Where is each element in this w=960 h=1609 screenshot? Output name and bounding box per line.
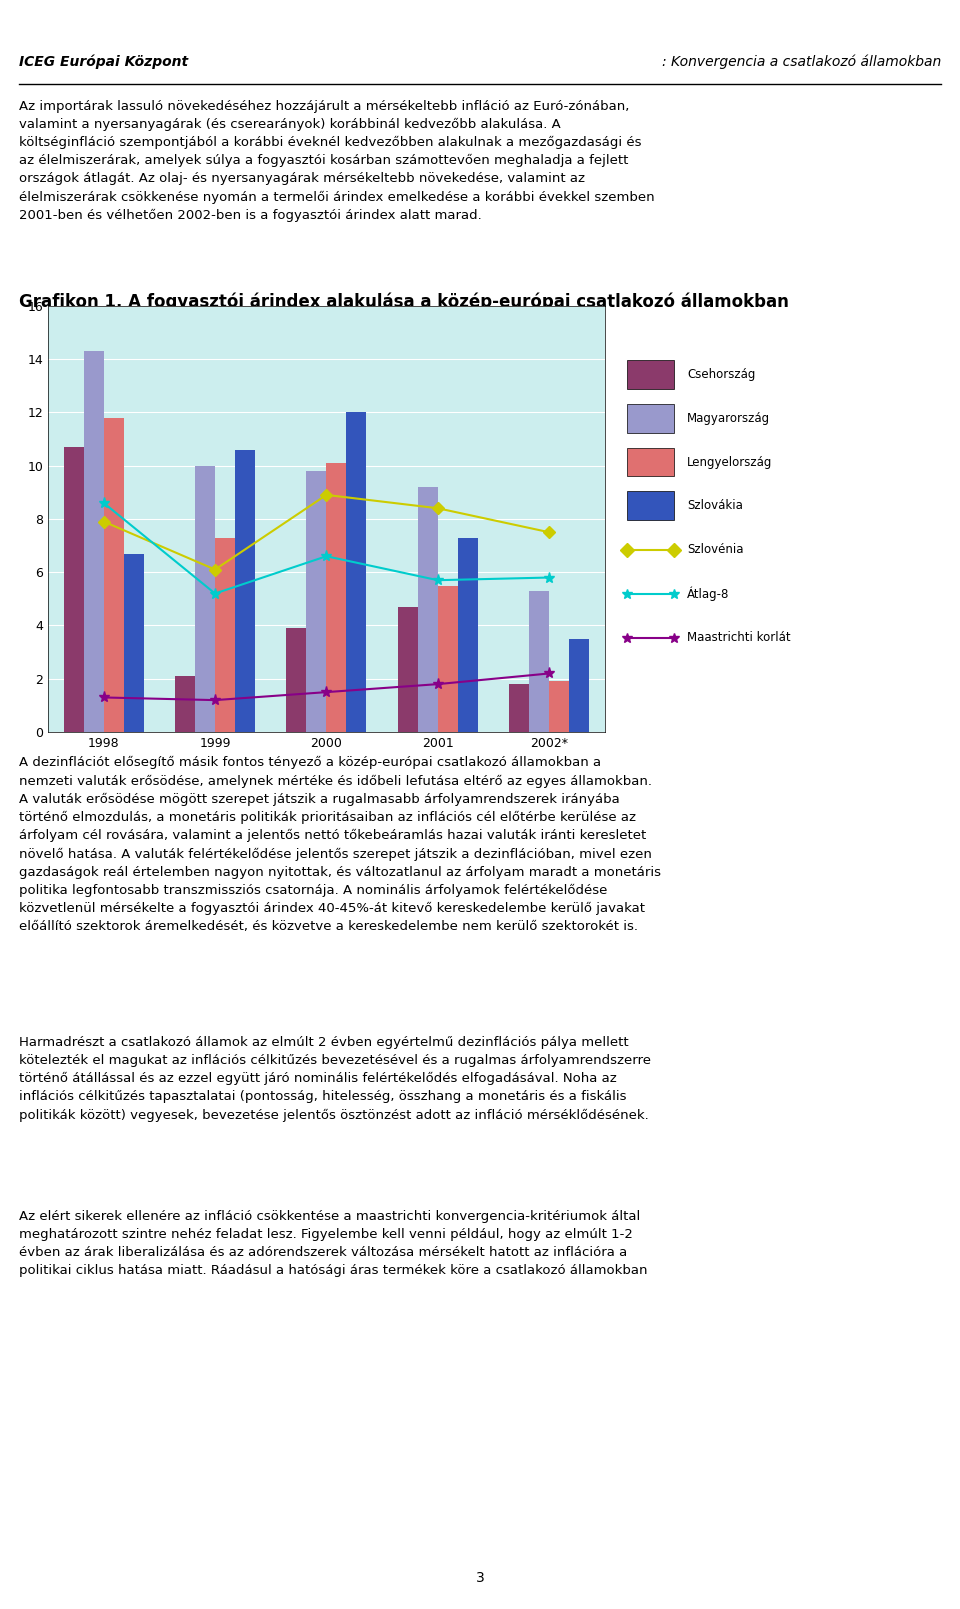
Szlovénia	[321, 486, 332, 505]
Bar	[84, 351, 104, 732]
FancyBboxPatch shape	[628, 360, 674, 389]
Szlovénia	[432, 499, 444, 518]
Szlovénia	[209, 560, 221, 579]
Line: Átlag-8: Átlag-8	[98, 497, 555, 599]
FancyBboxPatch shape	[628, 491, 674, 520]
Text: Harmadrészt a csatlakozó államok az elmúlt 2 évben egyértelmű dezinflációs pálya: Harmadrészt a csatlakozó államok az elmú…	[19, 1036, 651, 1121]
Bar	[397, 607, 418, 732]
Bar	[326, 463, 347, 732]
Text: Az elért sikerek ellenére az infláció csökkentése a maastrichti konvergencia-kri: Az elért sikerek ellenére az infláció cs…	[19, 1210, 648, 1278]
Bar	[549, 682, 569, 732]
Maastrichti korlát	[432, 674, 444, 693]
Line: Szlovénia: Szlovénia	[100, 491, 553, 574]
Text: Lengyelország: Lengyelország	[687, 455, 773, 468]
Átlag-8	[321, 547, 332, 566]
Text: ICEG Európai Központ: ICEG Európai Központ	[19, 55, 188, 69]
Bar	[458, 537, 478, 732]
Maastrichti korlát	[98, 687, 109, 706]
Bar	[509, 684, 529, 732]
Text: Átlag-8: Átlag-8	[687, 587, 730, 602]
Text: Maastrichti korlát: Maastrichti korlát	[687, 631, 791, 644]
FancyBboxPatch shape	[628, 404, 674, 433]
Bar	[195, 465, 215, 732]
Bar	[569, 639, 589, 732]
Bar	[63, 447, 84, 732]
Line: Maastrichti korlát: Maastrichti korlát	[98, 668, 555, 706]
Text: Szlovénia: Szlovénia	[687, 544, 743, 557]
Maastrichti korlát	[543, 665, 555, 684]
Bar	[124, 553, 144, 732]
Text: : Konvergencia a csatlakozó államokban: : Konvergencia a csatlakozó államokban	[661, 55, 941, 69]
Bar	[306, 471, 326, 732]
Szlovénia	[98, 512, 109, 531]
Bar	[286, 628, 306, 732]
Átlag-8	[543, 568, 555, 587]
Maastrichti korlát	[209, 690, 221, 710]
Bar	[104, 418, 124, 732]
Bar	[235, 449, 255, 732]
FancyBboxPatch shape	[628, 447, 674, 476]
Átlag-8	[98, 494, 109, 513]
Bar	[418, 488, 438, 732]
Text: 3: 3	[475, 1570, 485, 1585]
Text: Szlovákia: Szlovákia	[687, 499, 743, 513]
Bar	[347, 412, 367, 732]
Maastrichti korlát	[321, 682, 332, 702]
Átlag-8	[209, 584, 221, 603]
Text: Grafikon 1. A fogyasztói árindex alakulása a közép-európai csatlakozó államokban: Grafikon 1. A fogyasztói árindex alakulá…	[19, 293, 789, 311]
Text: Magyarország: Magyarország	[687, 412, 770, 425]
Bar	[175, 676, 195, 732]
Szlovénia	[543, 523, 555, 542]
Bar	[529, 591, 549, 732]
Text: Csehország: Csehország	[687, 367, 756, 381]
Átlag-8	[432, 571, 444, 591]
Bar	[215, 537, 235, 732]
Bar	[438, 586, 458, 732]
Text: Az importárak lassuló növekedéséhez hozzájárult a mérsékeltebb infláció az Euró-: Az importárak lassuló növekedéséhez hozz…	[19, 100, 655, 222]
Text: A dezinflációt elősegítő másik fontos tényező a közép-európai csatlakozó államok: A dezinflációt elősegítő másik fontos té…	[19, 756, 661, 933]
